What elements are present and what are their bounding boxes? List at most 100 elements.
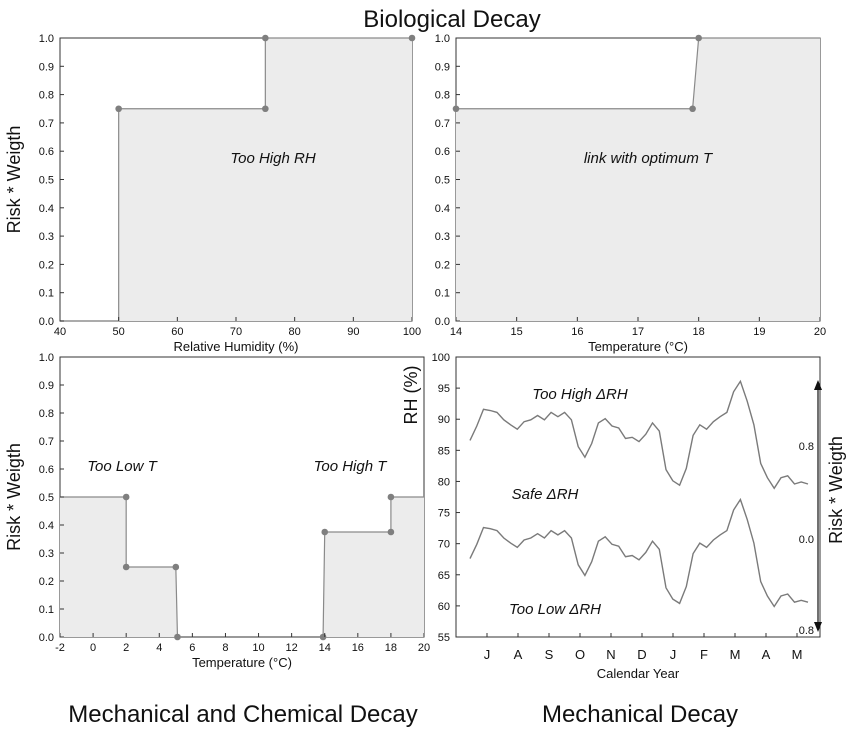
- y-tick-label: 1.0: [435, 33, 450, 45]
- x-tick-label: J: [484, 647, 491, 662]
- risk-step-line: [456, 37, 820, 110]
- y-axis-label: Risk * Weigth: [4, 443, 24, 551]
- y-tick-label: 0.1: [39, 604, 54, 616]
- x-tick-label: 14: [450, 326, 462, 338]
- y-tick-label: 100: [432, 352, 450, 364]
- y-tick-label: 55: [438, 632, 450, 644]
- rh-series-lower: [469, 497, 809, 608]
- x-tick-label: N: [606, 647, 615, 662]
- chart-calendar-rh: 55 60 65 70 75 80 85 90 95 100 J A S O N D J F M A M Calendar…: [401, 352, 846, 681]
- x-tick-label: 60: [171, 326, 183, 338]
- y-tick-label: 0.8: [435, 90, 450, 102]
- y-tick-label: 0.2: [39, 259, 54, 271]
- y-tick-label: 0.8: [39, 408, 54, 420]
- title-mechanical-decay: Mechanical Decay: [542, 701, 738, 728]
- data-marker: [262, 105, 269, 113]
- y-tick-label: 0.0: [39, 632, 54, 644]
- y-tick-label: 90: [438, 414, 450, 426]
- x-tick-label: 70: [230, 326, 242, 338]
- data-marker: [122, 493, 130, 501]
- y-tick-label: 0.3: [39, 548, 54, 560]
- x-tick-label: D: [637, 647, 646, 662]
- x-tick-label: O: [575, 647, 585, 662]
- y-axis-label: RH (%): [401, 366, 421, 425]
- y-tick-label: 0.0: [435, 316, 450, 328]
- y-tick-label: 0.7: [435, 118, 450, 130]
- x-tick-label: 40: [54, 326, 66, 338]
- data-marker: [321, 528, 329, 536]
- x-tick-label: A: [762, 647, 771, 662]
- y-tick-label: 0.4: [39, 520, 54, 532]
- x-axis-label: Temperature (°C): [192, 655, 292, 670]
- x-axis-label: Temperature (°C): [588, 339, 688, 354]
- y-tick-label: 0.2: [435, 259, 450, 271]
- x-tick-label: 2: [123, 642, 129, 654]
- y-tick-label: 65: [438, 570, 450, 582]
- chart-temperature-mech: -2 0 2 4 6 8 10 12 14 16 18 20 0.0 0.1 0.2 0.3 0.4 0.5 0.6…: [4, 352, 430, 670]
- y-tick-label: 1.0: [39, 33, 54, 45]
- x-tick-label: 12: [286, 642, 298, 654]
- annotation: Too High T: [314, 458, 389, 475]
- x-tick-label: 20: [418, 642, 430, 654]
- x-tick-label: 20: [814, 326, 826, 338]
- annotation: Too High RH: [230, 150, 315, 167]
- x-tick-label: 15: [511, 326, 523, 338]
- data-marker: [174, 633, 181, 641]
- y2-tick-label: 0.8: [799, 441, 814, 453]
- x-tick-label: A: [514, 647, 523, 662]
- x-tick-label: 50: [113, 326, 125, 338]
- rh-series-upper: [469, 379, 809, 490]
- annotation: Safe ΔRH: [512, 486, 579, 503]
- annotation: Too Low ΔRH: [509, 601, 601, 618]
- x-tick-label: 14: [319, 642, 331, 654]
- y-tick-label: 80: [438, 476, 450, 488]
- risk-area-fill: [60, 497, 178, 637]
- y2-tick-label: 0.8: [799, 625, 814, 637]
- annotation: Too High ΔRH: [532, 386, 628, 403]
- x-tick-label: M: [730, 647, 741, 662]
- y-tick-label: 0.9: [39, 380, 54, 392]
- x-tick-label: 4: [156, 642, 162, 654]
- data-marker: [695, 34, 702, 42]
- y-tick-label: 0.6: [39, 464, 54, 476]
- y-tick-label: 0.7: [39, 118, 54, 130]
- chart-temperature-bio: 14 15 16 17 18 19 20 0.0 0.1 0.2 0.3 0.4 0.5 0.6 0.7 0.…: [435, 33, 826, 354]
- y-tick-label: 0.8: [39, 90, 54, 102]
- data-marker: [408, 34, 416, 42]
- annotation: link with optimum T: [584, 150, 714, 167]
- x-tick-label: 18: [693, 326, 705, 338]
- title-biological-decay: Biological Decay: [363, 6, 540, 33]
- y-axis-label: Risk * Weigth: [4, 126, 24, 234]
- y-tick-label: 0.4: [39, 203, 54, 215]
- y-tick-label: 0.1: [435, 288, 450, 300]
- x-tick-label: 8: [222, 642, 228, 654]
- y-tick-label: 0.3: [39, 231, 54, 243]
- annotation: Too Low T: [87, 458, 158, 475]
- y-tick-label: 0.6: [39, 146, 54, 158]
- data-marker: [262, 34, 269, 42]
- x-axis-label: Calendar Year: [597, 666, 680, 681]
- x-tick-label: 6: [189, 642, 195, 654]
- data-marker: [122, 563, 130, 571]
- y-tick-label: 70: [438, 539, 450, 551]
- arrow-up-icon: [814, 380, 822, 390]
- data-marker: [172, 563, 180, 571]
- y-tick-label: 0.2: [39, 576, 54, 588]
- data-marker: [387, 493, 395, 501]
- data-marker: [387, 528, 395, 536]
- x-tick-label: 19: [753, 326, 765, 338]
- y-tick-label: 0.4: [435, 203, 450, 215]
- x-tick-label: 10: [252, 642, 264, 654]
- y2-tick-label: 0.0: [799, 534, 814, 546]
- x-tick-label: 0: [90, 642, 96, 654]
- x-tick-label: 100: [403, 326, 421, 338]
- y-tick-label: 0.9: [435, 61, 450, 73]
- y-tick-label: 60: [438, 601, 450, 613]
- y-tick-label: 95: [438, 383, 450, 395]
- y-tick-label: 0.9: [39, 61, 54, 73]
- y-tick-label: 0.7: [39, 436, 54, 448]
- y-tick-label: 0.5: [435, 175, 450, 187]
- y-tick-label: 0.0: [39, 316, 54, 328]
- y-tick-label: 0.3: [435, 231, 450, 243]
